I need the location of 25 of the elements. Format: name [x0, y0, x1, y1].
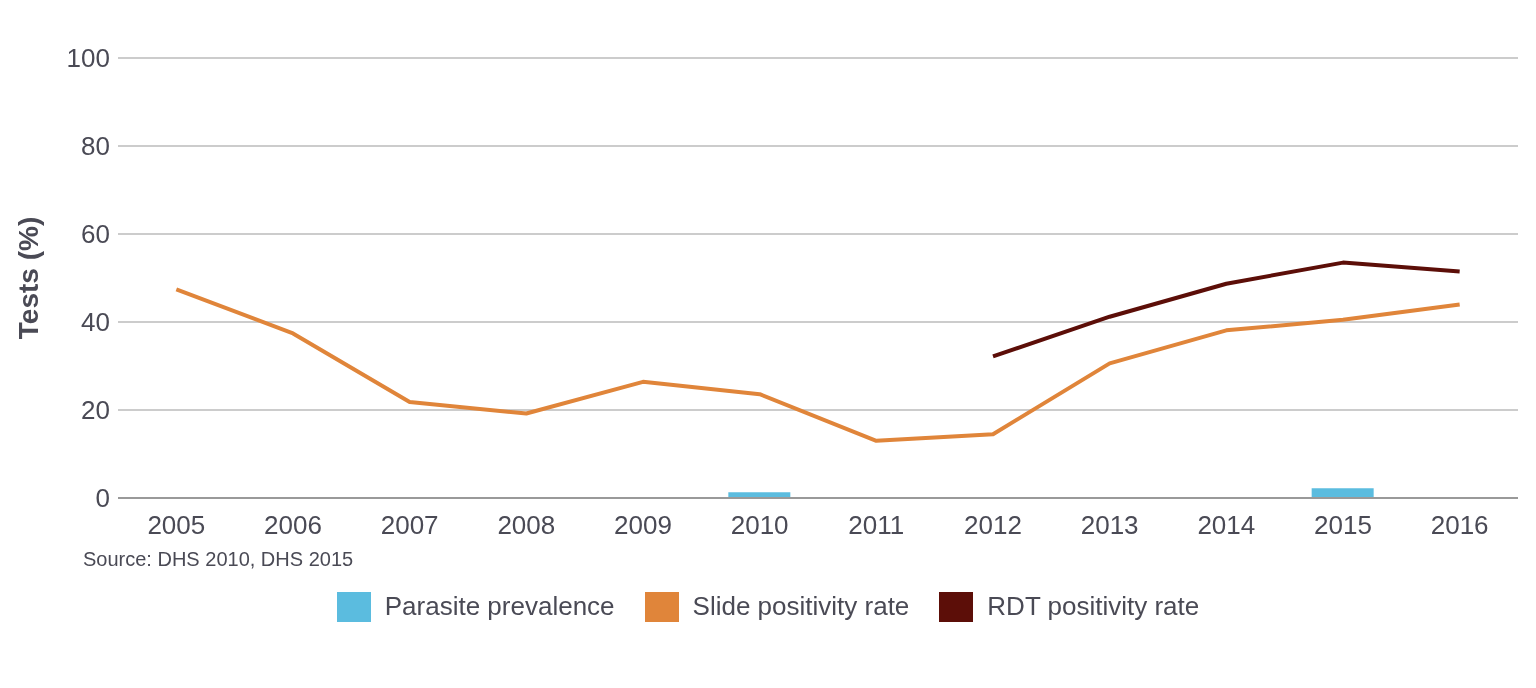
y-tick-label: 60: [81, 219, 110, 250]
legend-label: Parasite prevalence: [384, 591, 615, 622]
x-tick-label: 2013: [1080, 510, 1139, 541]
x-tick-label: 2016: [1430, 510, 1489, 541]
x-tick-label: 2014: [1197, 510, 1256, 541]
y-axis-title: Tests (%): [12, 216, 44, 340]
legend-label: RDT positivity rate: [987, 591, 1200, 622]
line-series: [991, 260, 1462, 359]
x-tick-label: 2005: [147, 510, 206, 541]
x-tick-label: 2009: [614, 510, 672, 541]
x-tick-label: 2007: [380, 510, 439, 541]
x-tick-label: 2015: [1314, 510, 1372, 541]
y-tick-label: 0: [95, 483, 110, 514]
x-tick-label: 2006: [264, 510, 322, 541]
y-tick-label: 40: [81, 307, 110, 338]
y-tick-label: 80: [81, 131, 110, 162]
line-series: [174, 287, 1462, 443]
source-note: Source: DHS 2010, DHS 2015: [83, 548, 355, 571]
legend-label: Slide positivity rate: [692, 591, 910, 622]
y-tick-label: 100: [66, 43, 110, 74]
x-tick-label: 2012: [964, 510, 1022, 541]
x-tick-label: 2010: [730, 510, 789, 541]
y-tick-label: 20: [81, 395, 110, 426]
x-tick-label: 2008: [497, 510, 556, 541]
x-tick-label: 2011: [848, 510, 905, 541]
